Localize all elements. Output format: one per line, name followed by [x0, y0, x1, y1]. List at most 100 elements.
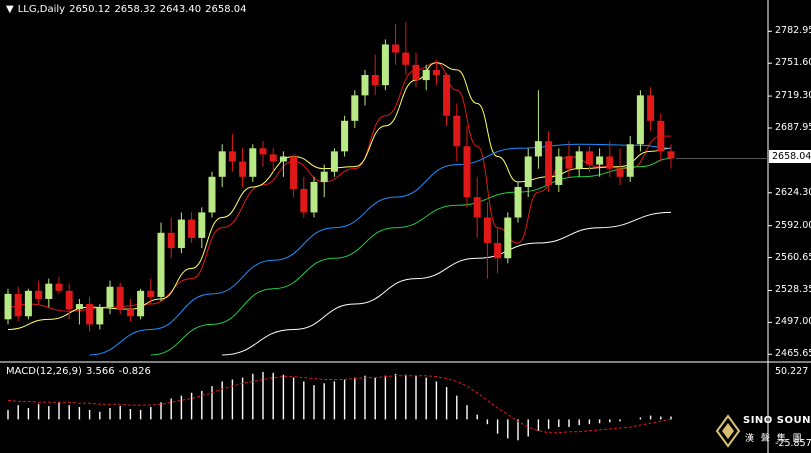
macd-header: MACD(12,26,9) 3.566 -0.826 [6, 366, 155, 377]
candle-body [330, 151, 338, 172]
logo-sub-text: 漢 聲 集 團 [745, 434, 804, 444]
candle-body [147, 290, 155, 297]
candle-body [545, 141, 553, 185]
candle-body [351, 95, 359, 121]
candle-body [65, 290, 73, 310]
moving-average-line-3 [89, 143, 672, 356]
candle-body [555, 156, 563, 185]
candle-body [228, 151, 236, 162]
candle-body [259, 148, 267, 155]
candle-body [4, 293, 12, 320]
price-tick-label: 2465.65 [775, 348, 811, 360]
price-tick-label: 2560.65 [775, 251, 811, 263]
candle-body [596, 156, 604, 165]
candle-body [208, 176, 216, 213]
price-tick-label: 2782.95 [775, 25, 811, 37]
logo-diamond-icon [715, 414, 741, 448]
macd-label: MACD(12,26,9) [6, 366, 82, 377]
candle-body [320, 171, 328, 182]
candle-body [239, 161, 247, 177]
logo-main-text: SINO SOUND [743, 415, 811, 426]
candle-body [443, 75, 451, 116]
candle-body [534, 141, 542, 157]
price-header: ▼ LLG,Daily 2650.12 2658.32 2643.40 2658.04 [6, 4, 251, 15]
candle-body [371, 75, 379, 86]
moving-average-line-5 [222, 211, 672, 356]
candle-body [432, 69, 440, 76]
candle-body [300, 189, 308, 213]
candle-body [565, 156, 573, 169]
candle-body [667, 151, 675, 159]
price-tick-label: 2687.95 [775, 121, 811, 133]
candle-body [126, 309, 134, 317]
macd-tick-label: -25.857 [775, 437, 811, 449]
candle-body [75, 304, 83, 310]
candle-body [341, 120, 349, 152]
price-tick-label: 2528.35 [775, 284, 811, 296]
candle-body [35, 290, 43, 299]
candle-body [657, 120, 665, 152]
candle-body [422, 69, 430, 81]
price-tick-label: 2751.60 [775, 57, 811, 69]
candle-body [647, 95, 655, 121]
candle-body [483, 217, 491, 243]
candle-body [402, 52, 410, 65]
candle-body [116, 286, 124, 310]
candle-body [269, 154, 277, 162]
candle-body [412, 64, 420, 81]
candle-body [361, 75, 369, 96]
candle-body [524, 156, 532, 187]
candle-body [45, 283, 53, 299]
current-price-label: 2658.04 [769, 150, 811, 163]
candle-body [606, 156, 614, 169]
candle-body [137, 290, 145, 317]
candle-body [392, 44, 400, 53]
candle-body [504, 217, 512, 259]
candle-body [24, 290, 32, 317]
moving-average-line-1 [7, 62, 671, 312]
candle-body [188, 219, 196, 238]
candle-body [86, 304, 94, 325]
candle-body [96, 307, 104, 325]
dropdown-triangle-icon[interactable]: ▼ [6, 4, 14, 15]
low-value: 2643.40 [159, 4, 202, 15]
price-tick-label: 2592.00 [775, 219, 811, 231]
candle-body [106, 286, 114, 308]
candle-body [14, 293, 22, 317]
macd-signal-value: -0.826 [118, 366, 151, 377]
candle-body [218, 151, 226, 177]
moving-average-line-4 [150, 157, 672, 356]
price-tick-label: 2497.00 [775, 316, 811, 328]
moving-average-line-2 [7, 62, 672, 330]
symbol-label: LLG,Daily [17, 4, 66, 15]
candle-body [249, 148, 257, 177]
candle-body [453, 115, 461, 147]
price-tick-label: 2719.30 [775, 90, 811, 102]
high-value: 2658.32 [114, 4, 156, 15]
open-value: 2650.12 [69, 4, 111, 15]
candle-body [279, 156, 287, 162]
candle-body [514, 186, 522, 218]
candle-body [575, 151, 583, 169]
candle-body [463, 146, 471, 198]
candle-body [626, 144, 634, 177]
candle-body [585, 151, 593, 165]
price-tick-label: 2624.30 [775, 186, 811, 198]
candle-body [494, 242, 502, 259]
candle-body [616, 168, 624, 177]
candle-body [198, 212, 206, 238]
candle-body [310, 181, 318, 213]
candle-body [177, 219, 185, 249]
candle-body [473, 197, 481, 218]
candle-body [167, 232, 175, 249]
macd-main-value: 3.566 [85, 366, 115, 377]
candle-body [381, 44, 389, 86]
candle-body [636, 95, 644, 145]
candle-body [157, 232, 165, 297]
close-value: 2658.04 [205, 4, 247, 15]
macd-tick-label: 50.227 [775, 365, 809, 377]
candle-body [290, 156, 298, 190]
sino-sound-logo: SINO SOUND 漢 聲 集 團 [715, 414, 811, 450]
